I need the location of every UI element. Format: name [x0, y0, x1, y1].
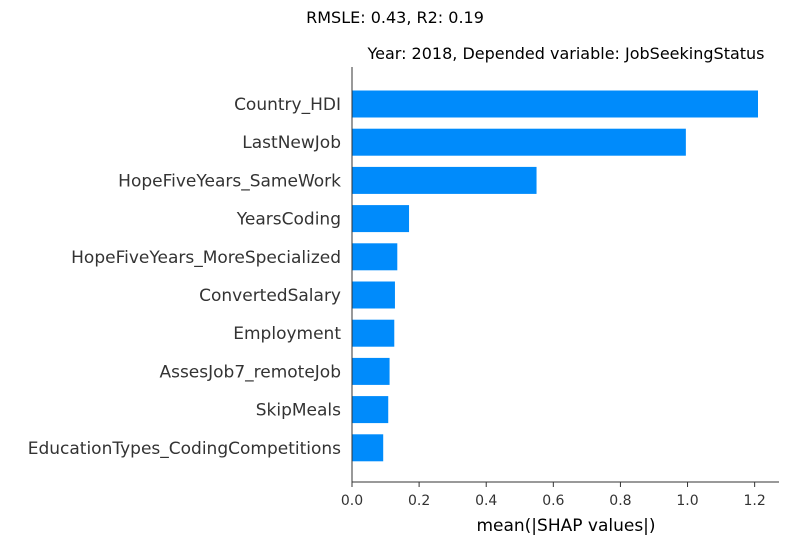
- category-label: AssesJob7_remoteJob: [159, 362, 341, 382]
- category-label: HopeFiveYears_MoreSpecialized: [71, 248, 341, 268]
- category-label: EducationTypes_CodingCompetitions: [28, 439, 341, 459]
- bar-SkipMeals: [352, 396, 389, 424]
- category-label: HopeFiveYears_SameWork: [118, 171, 341, 191]
- chart-title: Year: 2018, Depended variable: JobSeekin…: [366, 44, 764, 63]
- bar-Employment: [352, 319, 395, 347]
- category-label: Employment: [233, 324, 341, 344]
- x-tick-label: 1.0: [676, 493, 698, 509]
- x-tick-label: 0.0: [341, 493, 363, 509]
- category-label: SkipMeals: [256, 401, 341, 421]
- x-tick-label: 0.8: [609, 493, 631, 509]
- category-label: LastNewJob: [242, 133, 341, 153]
- bar-HopeFiveYears_SameWork: [352, 166, 537, 194]
- bars-group: [352, 90, 758, 462]
- x-ticks-group: 0.0 0.2 0.4 0.6 0.8 1.0 1.2: [341, 482, 766, 509]
- bar-Country_HDI: [352, 90, 758, 118]
- x-tick-label: 0.4: [475, 493, 497, 509]
- category-labels-group: Country_HDI LastNewJob HopeFiveYears_SameW…: [28, 95, 342, 459]
- bar-ConvertedSalary: [352, 281, 395, 309]
- bar-LastNewJob: [352, 128, 686, 156]
- category-label: YearsCoding: [236, 210, 341, 230]
- bar-YearsCoding: [352, 205, 410, 233]
- x-tick-label: 1.2: [744, 493, 766, 509]
- bar-HopeFiveYears_MoreSpecialized: [352, 243, 398, 271]
- bar-EducationTypes_CodingCompetitions: [352, 434, 384, 462]
- bar-AssesJob7_remoteJob: [352, 357, 390, 385]
- chart-suptitle: RMSLE: 0.43, R2: 0.19: [306, 8, 484, 27]
- x-axis-label: mean(|SHAP values|): [476, 516, 655, 536]
- category-label: ConvertedSalary: [199, 286, 341, 306]
- x-tick-label: 0.2: [408, 493, 430, 509]
- category-label: Country_HDI: [234, 95, 341, 115]
- x-tick-label: 0.6: [542, 493, 564, 509]
